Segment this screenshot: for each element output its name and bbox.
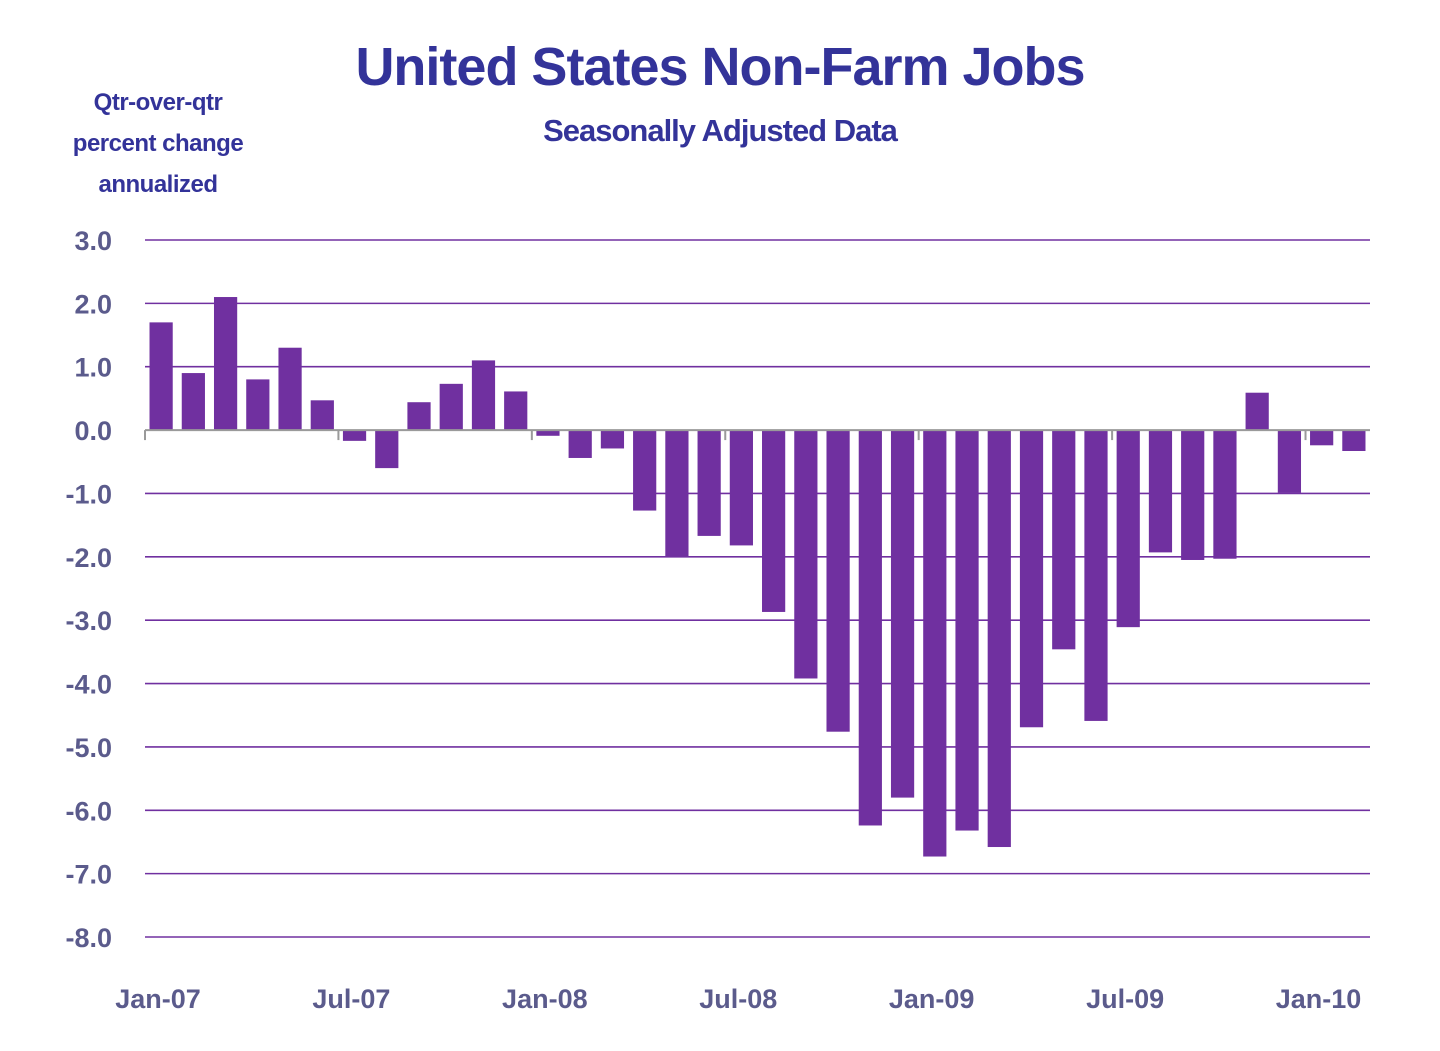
bar [762, 430, 786, 612]
y-tick-label: 3.0 [74, 226, 112, 256]
chart-subtitle: Seasonally Adjusted Data [543, 113, 898, 148]
bar [955, 430, 979, 831]
bar [858, 430, 882, 826]
bar [149, 322, 173, 431]
y-tick-label: 1.0 [74, 353, 112, 383]
bar [826, 430, 850, 732]
bar [665, 430, 689, 557]
bar [890, 430, 915, 798]
bar [375, 430, 399, 469]
bar [471, 360, 496, 431]
y-tick-label: -1.0 [65, 479, 112, 509]
bar [697, 430, 721, 536]
y-tick-label: -2.0 [65, 543, 112, 573]
bar [310, 400, 334, 431]
y-tick-label: -7.0 [65, 860, 112, 890]
bar [633, 430, 657, 511]
bar [1116, 430, 1140, 628]
bar [729, 430, 753, 546]
x-tick-label: Jul-09 [1086, 984, 1164, 1014]
y-tick-label: -4.0 [65, 670, 112, 700]
x-axis [144, 429, 1370, 441]
bar [439, 383, 463, 431]
bar [246, 379, 270, 431]
bar [504, 391, 528, 431]
bar [1277, 430, 1302, 493]
y-tick-label: -8.0 [65, 923, 112, 953]
bar [1084, 430, 1108, 721]
y-axis-label-line: annualized [98, 171, 218, 198]
y-tick-label: -3.0 [65, 606, 112, 636]
gridlines [145, 239, 1370, 938]
bar [1213, 430, 1237, 559]
bar [342, 430, 367, 441]
bar [278, 347, 302, 431]
y-tick-labels: 3.0 2.0 1.0 0.0 -1.0 -2.0 -3.0 -4.0 -5.0 -6.0 -7.0… [65, 226, 112, 953]
bar [1181, 430, 1205, 560]
bar [1019, 430, 1044, 728]
bar [987, 430, 1011, 848]
x-tick-label: Jul-08 [699, 984, 777, 1014]
bar [1148, 430, 1173, 553]
x-tick-label: Jul-07 [312, 984, 390, 1014]
x-tick-label: Jan-09 [889, 984, 975, 1014]
y-axis-label-line: Qtr-over-qtr [93, 89, 223, 116]
chart-title: United States Non-Farm Jobs [355, 37, 1085, 97]
bar [794, 430, 818, 679]
bar [1245, 392, 1269, 431]
y-axis-label: Qtr-over-qtr percent change annualized [40, 82, 276, 205]
x-tick-label: Jan-07 [115, 984, 201, 1014]
y-axis-label-line: percent change [72, 130, 244, 157]
y-tick-label: 2.0 [74, 289, 112, 319]
bar [1052, 430, 1076, 650]
bar [536, 430, 560, 436]
y-tick-label: -6.0 [65, 796, 112, 826]
y-tick-label: -5.0 [65, 733, 112, 763]
bar [1310, 430, 1334, 446]
bar [600, 430, 625, 449]
bar [923, 430, 947, 857]
y-tick-label: 0.0 [74, 416, 112, 446]
bar [181, 373, 205, 431]
x-tick-label: Jan-08 [502, 984, 588, 1014]
bar [568, 430, 592, 458]
x-tick-label: Jan-10 [1276, 984, 1362, 1014]
bar [407, 402, 431, 431]
bar [1342, 430, 1366, 452]
bars [149, 297, 1366, 857]
bar [213, 297, 238, 431]
x-tick-labels: Jan-07 Jul-07 Jan-08 Jul-08 Jan-09 Jul-09 Jan-… [115, 984, 1361, 1014]
